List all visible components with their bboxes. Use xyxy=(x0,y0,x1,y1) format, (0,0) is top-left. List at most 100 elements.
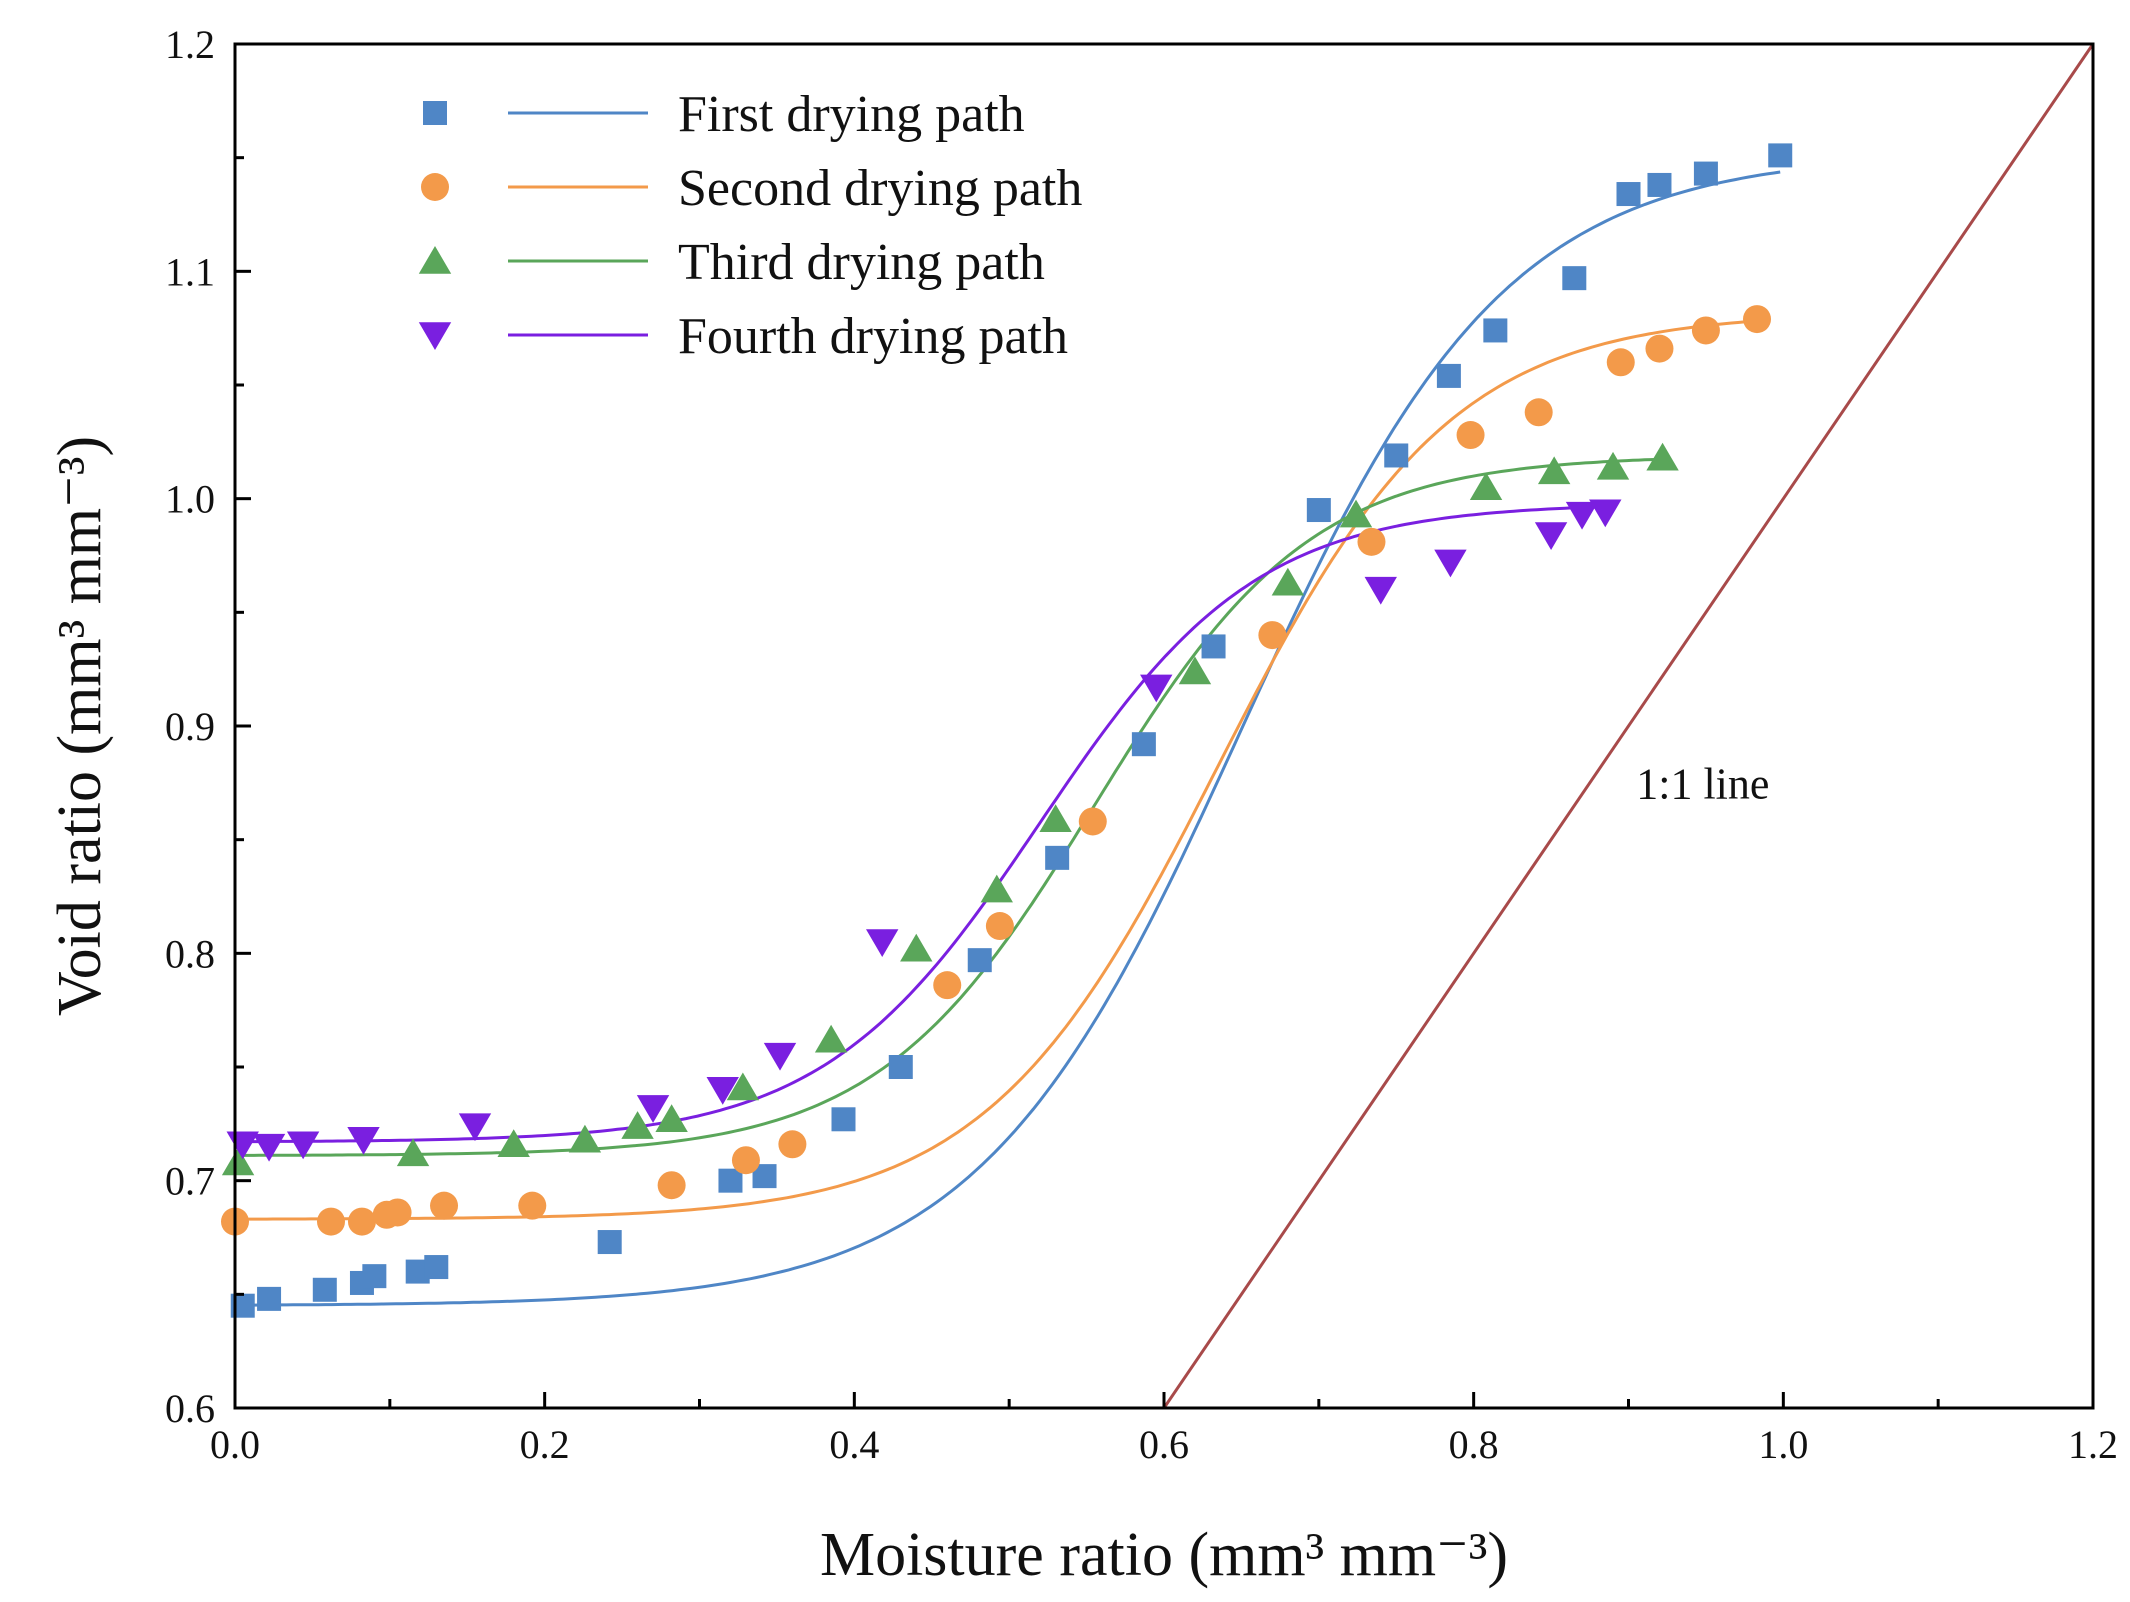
reference-line-label: 1:1 line xyxy=(1636,760,1769,809)
data-point-series-3 xyxy=(1596,451,1630,480)
data-point-series-2 xyxy=(430,1191,459,1220)
data-point-series-3 xyxy=(396,1138,430,1167)
data-point-series-4 xyxy=(1434,549,1467,578)
y-tick-label: 0.9 xyxy=(165,704,215,749)
data-point-series-2 xyxy=(1645,334,1674,363)
legend-label: First drying path xyxy=(678,86,1025,143)
data-point-series-1 xyxy=(1306,498,1331,523)
fit-curve-series-4 xyxy=(235,505,1606,1144)
data-point-series-3 xyxy=(900,933,933,962)
data-point-series-4 xyxy=(706,1076,739,1105)
data-point-series-3 xyxy=(655,1104,688,1133)
legend-marker xyxy=(418,322,452,350)
data-point-series-3 xyxy=(568,1124,602,1153)
reference-line-1-to-1 xyxy=(1162,43,2095,1409)
legend-marker xyxy=(421,173,449,201)
data-point-series-1 xyxy=(1436,363,1461,388)
data-point-series-2 xyxy=(778,1130,807,1159)
data-point-series-2 xyxy=(1743,305,1772,334)
data-point-series-1 xyxy=(1647,172,1672,197)
legend-item-1: First drying path xyxy=(423,86,1025,143)
data-point-series-1 xyxy=(718,1168,743,1193)
data-point-series-1 xyxy=(597,1230,622,1255)
data-point-series-3 xyxy=(1178,656,1212,685)
data-point-series-1 xyxy=(1616,182,1641,207)
fit-curve-series-2 xyxy=(235,319,1758,1221)
x-tick-label: 0.8 xyxy=(1449,1422,1499,1467)
data-point-series-1 xyxy=(1131,732,1156,757)
data-point-series-1 xyxy=(1483,318,1508,343)
data-point-series-2 xyxy=(1456,421,1485,450)
data-point-series-2 xyxy=(1258,621,1287,650)
data-point-series-1 xyxy=(1384,443,1409,468)
axis-ticks: 0.0 0.2 0.4 0.6 0.8 1.0 1.2 0.6 0.7 0.8 0.9 1.0 1.1 1… xyxy=(165,22,2118,1467)
data-point-series-1 xyxy=(1562,266,1587,291)
x-tick-label: 1.0 xyxy=(1758,1422,1808,1467)
y-tick-label: 0.6 xyxy=(165,1386,215,1431)
legend-label: Fourth drying path xyxy=(678,308,1068,365)
data-point-series-3 xyxy=(621,1111,654,1139)
data-point-series-2 xyxy=(933,971,962,1000)
data-point-series-1 xyxy=(1768,143,1793,168)
data-point-series-2 xyxy=(347,1207,376,1236)
legend-item-2: Second drying path xyxy=(421,160,1082,217)
data-point-series-1 xyxy=(257,1286,282,1311)
data-point-series-1 xyxy=(831,1107,856,1132)
data-point-series-4 xyxy=(1565,501,1599,530)
data-point-series-4 xyxy=(763,1042,797,1071)
fit-curve-series-1 xyxy=(235,170,1781,1307)
data-point-series-3 xyxy=(1271,567,1305,596)
x-tick-label: 1.2 xyxy=(2068,1422,2118,1467)
data-point-series-4 xyxy=(252,1133,286,1162)
plot-frame xyxy=(233,42,2095,1410)
y-tick-label: 0.7 xyxy=(165,1159,215,1204)
data-point-series-2 xyxy=(657,1171,686,1200)
data-point-series-4 xyxy=(458,1113,492,1142)
x-tick-label: 0.4 xyxy=(829,1422,879,1467)
reference-line-layer xyxy=(1162,43,2095,1409)
data-point-series-1 xyxy=(967,948,992,973)
data-point-series-4 xyxy=(636,1095,670,1123)
data-point-series-3 xyxy=(497,1129,530,1158)
legend-item-3: Third drying path xyxy=(418,234,1045,291)
legend-label: Second drying path xyxy=(678,160,1082,217)
data-point-series-1 xyxy=(888,1055,913,1079)
data-point-series-2 xyxy=(731,1146,760,1175)
data-point-series-4 xyxy=(347,1126,380,1155)
data-point-series-2 xyxy=(383,1198,412,1227)
plot-border xyxy=(233,42,2095,1410)
x-tick-label: 0.0 xyxy=(210,1422,260,1467)
data-point-series-4 xyxy=(1589,499,1622,528)
data-point-series-1 xyxy=(424,1255,449,1280)
data-point-series-2 xyxy=(1357,527,1386,556)
data-point-series-1 xyxy=(362,1264,387,1289)
data-point-series-2 xyxy=(1524,398,1553,427)
data-point-series-1 xyxy=(1201,634,1226,659)
x-tick-label: 0.2 xyxy=(520,1422,570,1467)
y-axis-title: Void ratio (mm³ mm⁻³) xyxy=(46,436,114,1016)
data-point-series-4 xyxy=(1364,576,1397,605)
legend-item-4: Fourth drying path xyxy=(418,308,1068,365)
data-point-series-3 xyxy=(1537,456,1571,485)
x-tick-label: 0.6 xyxy=(1139,1422,1189,1467)
data-point-series-4 xyxy=(1140,674,1173,703)
data-point-series-4 xyxy=(866,929,899,957)
y-tick-label: 1.1 xyxy=(165,249,215,294)
data-point-series-2 xyxy=(985,912,1014,941)
legend-marker xyxy=(423,101,447,125)
data-point-series-3 xyxy=(1646,442,1679,471)
y-tick-label: 0.8 xyxy=(165,931,215,976)
data-point-series-3 xyxy=(1469,472,1503,501)
data-point-series-2 xyxy=(316,1207,345,1236)
data-point-series-3 xyxy=(814,1024,848,1053)
fit-curve-series-3 xyxy=(235,457,1663,1157)
data-point-series-3 xyxy=(221,1147,255,1176)
data-point-series-1 xyxy=(1693,161,1718,186)
y-tick-label: 1.2 xyxy=(165,22,215,67)
data-point-series-4 xyxy=(286,1131,320,1160)
data-point-series-3 xyxy=(1339,499,1373,528)
data-point-series-4 xyxy=(1534,522,1568,551)
data-point-series-3 xyxy=(980,874,1013,903)
data-point-series-3 xyxy=(1039,804,1072,832)
legend-marker xyxy=(418,246,452,274)
